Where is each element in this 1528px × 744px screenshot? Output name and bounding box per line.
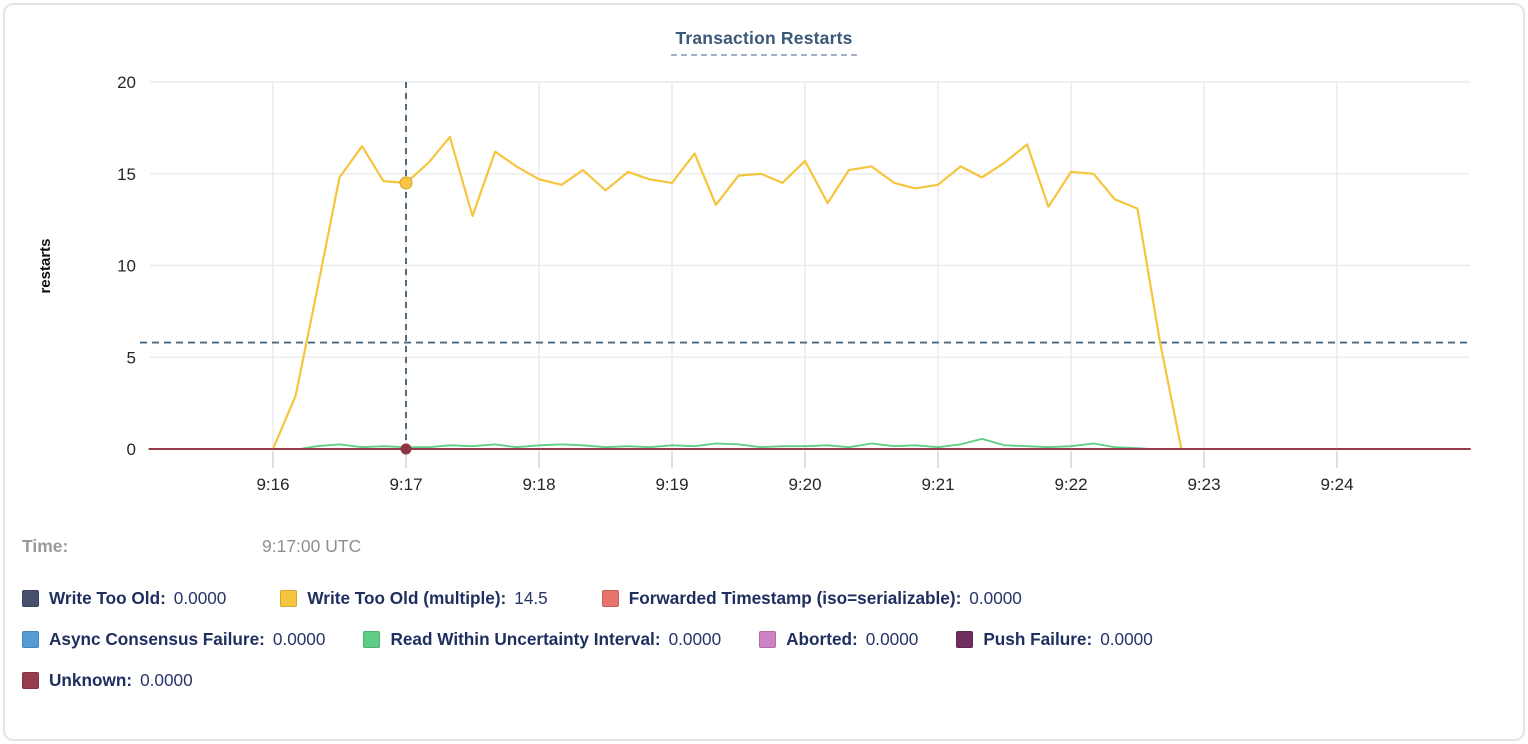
- legend-item-forwarded-timestamp: Forwarded Timestamp (iso=serializable): 0…: [601, 588, 1022, 609]
- x-tick-label: 9:16: [256, 475, 289, 494]
- chart-title-row: Transaction Restarts: [0, 28, 1528, 56]
- legend-swatch-read-within-uncertainty-interval: [363, 631, 381, 648]
- legend-label: Async Consensus Failure:: [49, 629, 265, 649]
- legend-item-write-too-old: Write Too Old: 0.0000: [22, 588, 226, 609]
- x-tick-label: 9:22: [1054, 475, 1087, 494]
- legend-value: 0.0000: [1100, 629, 1153, 649]
- legend-value: 0.0000: [668, 629, 722, 649]
- legend-item-read-within-uncertainty-interval: Read Within Uncertainty Interval: 0.0000: [363, 629, 721, 650]
- legend-item-unknown: Unknown: 0.0000: [22, 670, 193, 691]
- legend-item-async-consensus-failure: Async Consensus Failure: 0.0000: [22, 629, 325, 650]
- legend-value: 0.0000: [140, 670, 193, 690]
- y-tick-label: 0: [127, 440, 136, 459]
- hover-point-highlight: [399, 176, 413, 190]
- tooltip-time-value: 9:17:00 UTC: [262, 536, 362, 556]
- tooltip-time-row: Time: 9:17:00 UTC: [22, 536, 361, 557]
- legend-item-aborted: Aborted: 0.0000: [759, 629, 918, 650]
- x-tick-label: 9:17: [389, 475, 422, 494]
- legend-label: Forwarded Timestamp (iso=serializable):: [628, 588, 962, 608]
- legend-row: Write Too Old: 0.0000 Write Too Old (multi…: [22, 588, 1512, 609]
- legend-swatch-push-failure: [956, 631, 974, 648]
- y-axis-title: restarts: [37, 238, 54, 293]
- series-line-read-within-uncertainty-interval: [298, 437, 1152, 450]
- legend-row: Async Consensus Failure: 0.0000 Read Withi…: [22, 629, 1512, 650]
- legend-swatch-async-consensus-failure: [22, 631, 39, 648]
- legend-row: Unknown: 0.0000: [22, 670, 1512, 691]
- x-tick-label: 9:19: [655, 475, 688, 494]
- legend-value: 0.0000: [969, 588, 1022, 608]
- legend-value: 0.0000: [272, 629, 326, 649]
- legend-swatch-write-too-old-multiple: [280, 590, 298, 607]
- hover-point-zero: [400, 443, 412, 455]
- legend-value: 0.0000: [173, 588, 227, 608]
- legend-label: Push Failure:: [983, 629, 1093, 649]
- legend-swatch-unknown: [22, 672, 39, 689]
- x-tick-label: 9:23: [1187, 475, 1220, 494]
- legend-swatch-aborted: [759, 631, 777, 648]
- series-line-write-too-old-multiple: [271, 135, 1183, 451]
- legend-label: Write Too Old:: [49, 588, 166, 608]
- x-tick-label: 9:21: [921, 475, 954, 494]
- tooltip-time-label: Time:: [22, 536, 69, 556]
- legend-value: 14.5: [514, 588, 548, 608]
- y-tick-label: 10: [117, 257, 136, 276]
- x-tick-label: 9:20: [788, 475, 821, 494]
- y-tick-label: 15: [117, 165, 136, 184]
- y-tick-label: 20: [117, 73, 136, 92]
- legend-item-push-failure: Push Failure: 0.0000: [956, 629, 1153, 650]
- legend-label: Aborted:: [786, 629, 858, 649]
- x-tick-label: 9:18: [522, 475, 555, 494]
- chart-legend: Write Too Old: 0.0000 Write Too Old (multi…: [22, 588, 1512, 711]
- legend-label: Read Within Uncertainty Interval:: [390, 629, 661, 649]
- legend-value: 0.0000: [865, 629, 919, 649]
- transaction-restarts-chart[interactable]: 0 5 10 15 20 9:16 9:17 9:18 9:19 9:20 9:21 9:22 9:23…: [0, 60, 1528, 505]
- chart-title[interactable]: Transaction Restarts: [671, 28, 857, 56]
- legend-label: Unknown:: [49, 670, 133, 690]
- legend-label: Write Too Old (multiple):: [307, 588, 507, 608]
- legend-swatch-forwarded-timestamp: [601, 590, 619, 607]
- y-tick-label: 5: [127, 348, 136, 367]
- x-tick-label: 9:24: [1320, 475, 1353, 494]
- legend-swatch-write-too-old: [22, 590, 39, 607]
- legend-item-write-too-old-multiple: Write Too Old (multiple): 14.5: [280, 588, 548, 609]
